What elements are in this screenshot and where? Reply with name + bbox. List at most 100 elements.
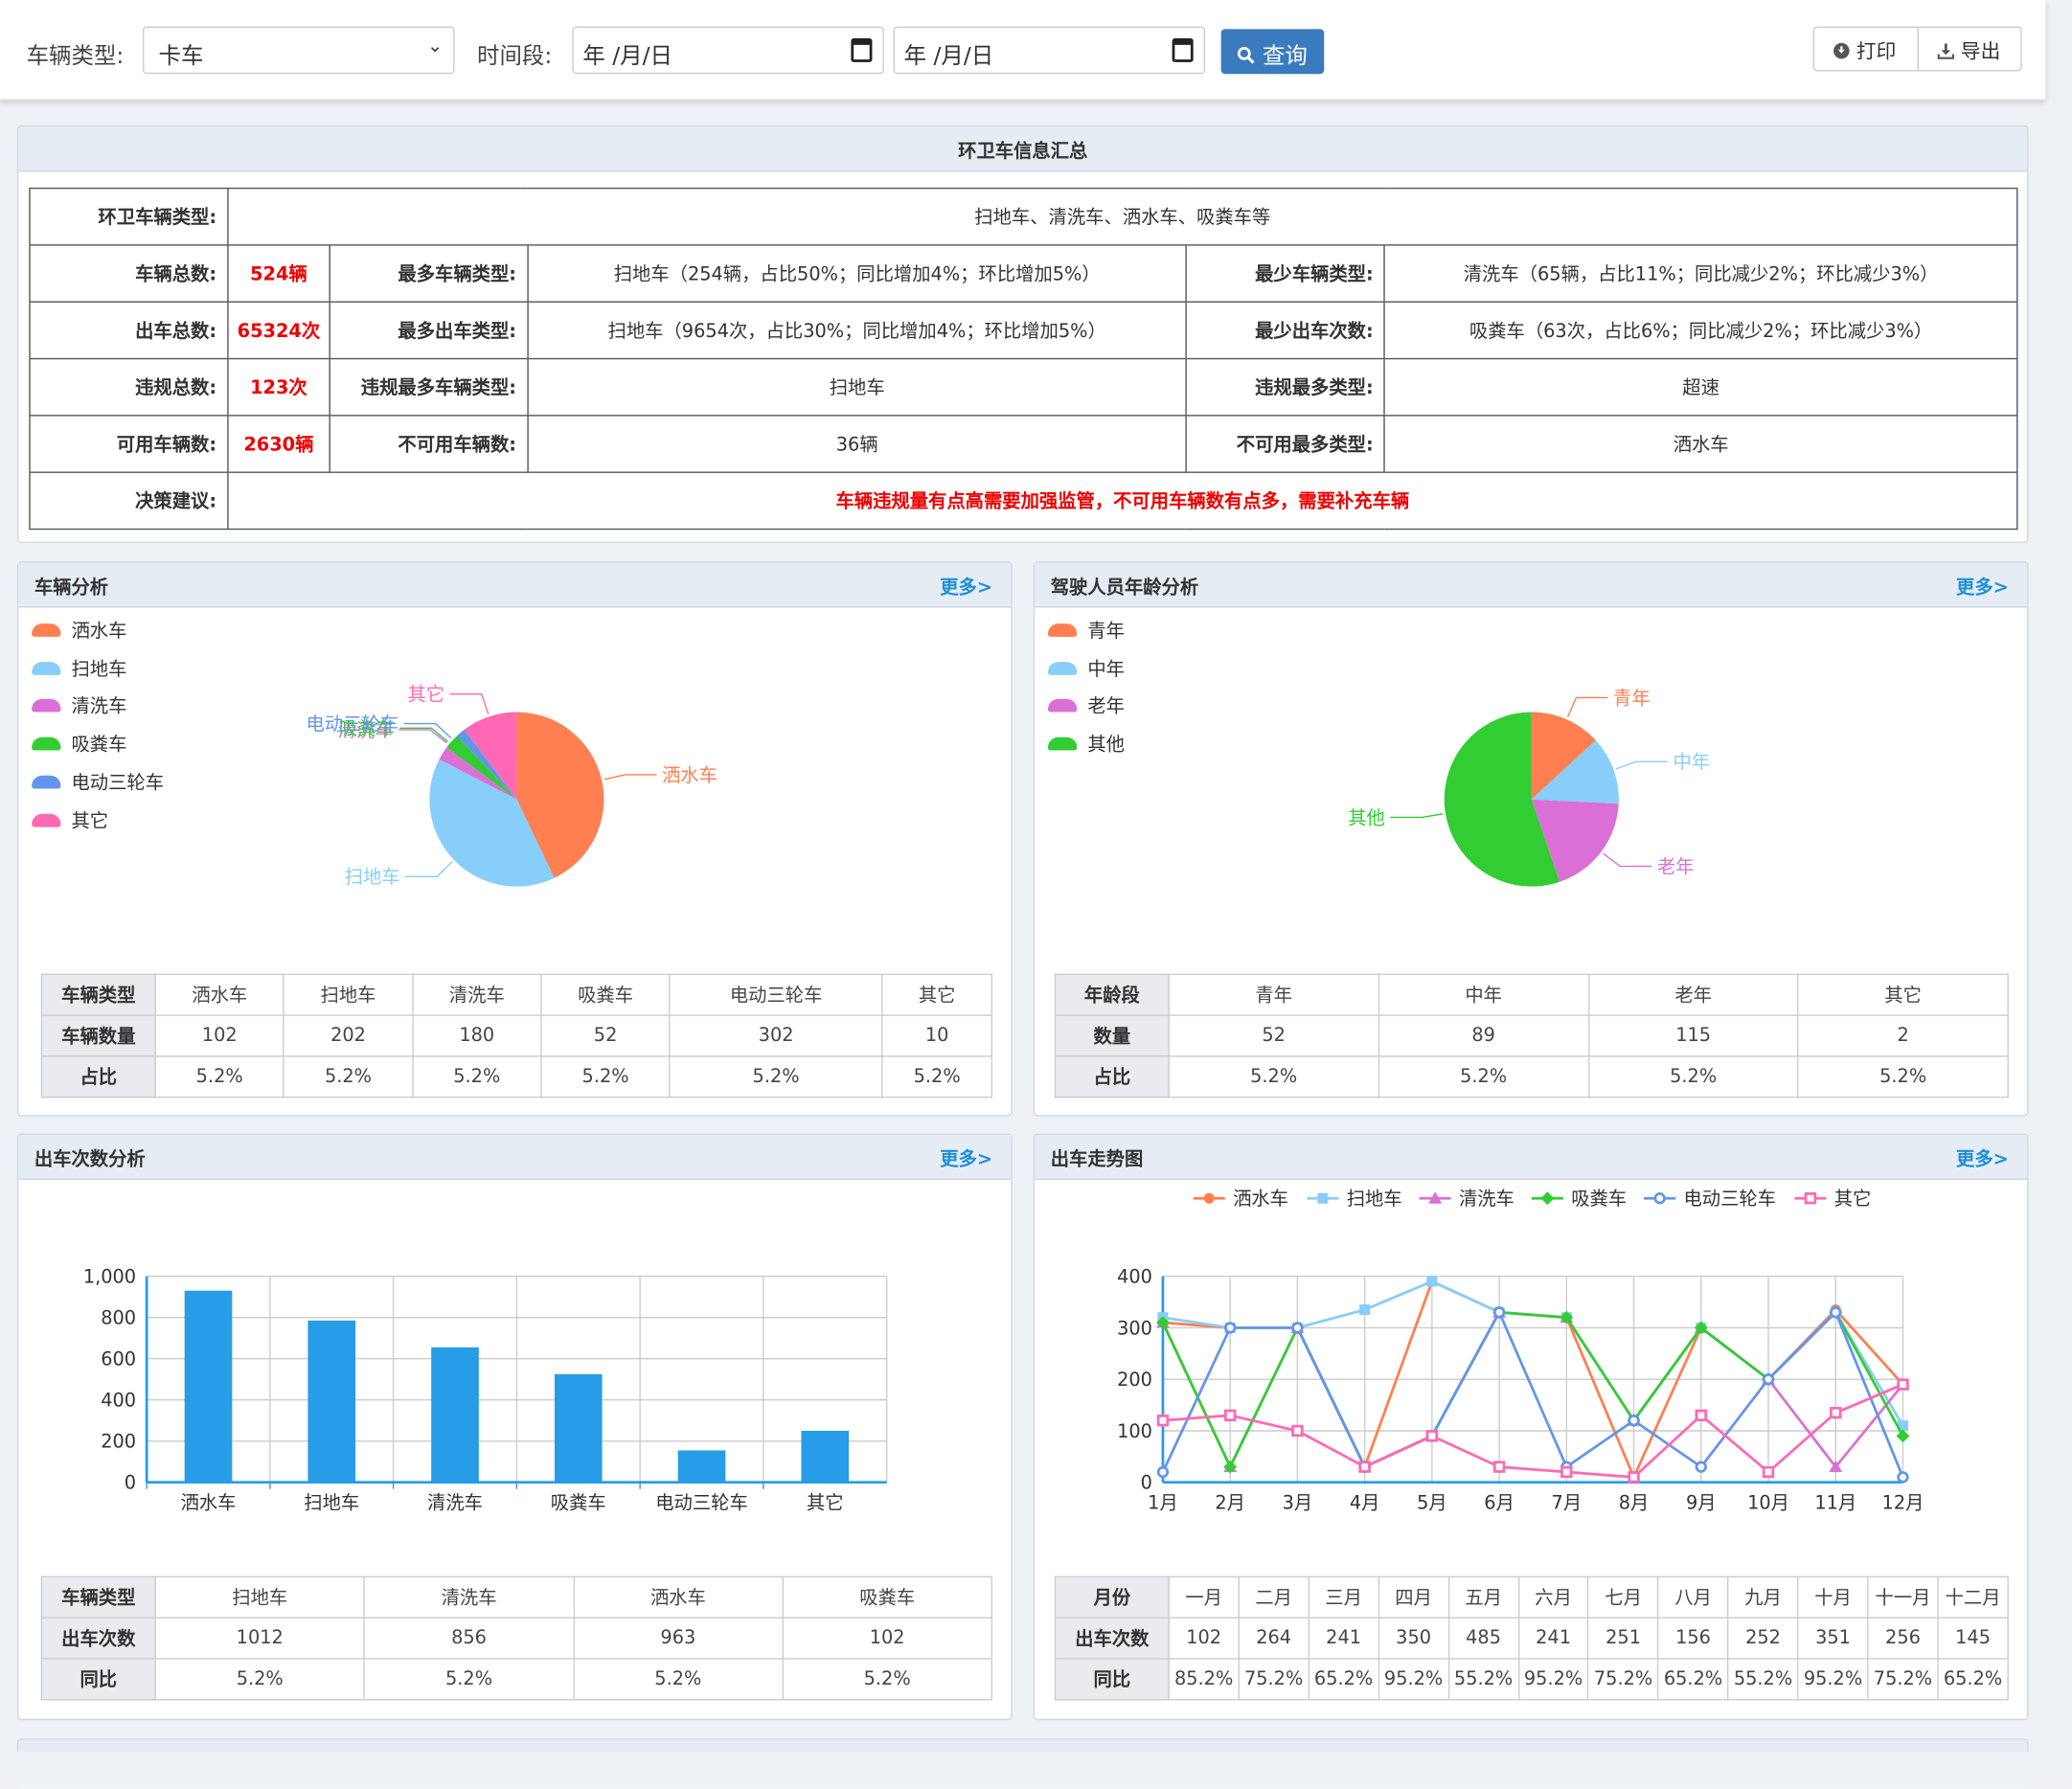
legend-label: 洒水车 <box>71 621 127 643</box>
table-cell: 85.2% <box>1168 1658 1240 1701</box>
table-cell: 241 <box>1308 1617 1379 1660</box>
pie-slice <box>439 747 517 800</box>
legend-label: 吸粪车 <box>71 735 127 757</box>
end-date-input[interactable]: 年 /月/日 <box>893 26 1206 75</box>
table-cell: 256 <box>1867 1617 1939 1660</box>
table-row: 占比 5.2% 5.2% 5.2% 5.2% <box>1054 1055 2009 1098</box>
x-tick-label: 7月 <box>1552 1491 1582 1513</box>
available-vehicles-key: 可用车辆数: <box>29 415 229 473</box>
x-tick-label: 4月 <box>1350 1491 1380 1513</box>
row-header-cell: 车辆数量 <box>40 1014 156 1057</box>
query-button[interactable]: 查询 <box>1220 29 1325 75</box>
data-point <box>1540 1191 1555 1206</box>
legend-item: 清洗车 <box>1419 1188 1514 1210</box>
calendar-icon[interactable] <box>851 38 873 62</box>
table-cell: 青年 <box>1168 973 1379 1016</box>
table-row: 车辆数量 102 202 180 52 302 10 <box>40 1014 993 1057</box>
pie-slice <box>1444 712 1560 887</box>
vehicle-type-label: 车辆类型: <box>26 43 125 71</box>
legend-item[interactable]: 吸粪车 <box>32 731 126 758</box>
x-tick-label: 6月 <box>1484 1491 1514 1513</box>
data-point <box>1897 1471 1909 1483</box>
vehicle-type-select[interactable]: 卡车 ⌄ <box>142 26 455 75</box>
more-link[interactable]: 更多> <box>1956 1149 2009 1171</box>
table-row: 环卫车辆类型: 扫地车、清洗车、洒水车、吸粪车等 <box>29 187 2018 246</box>
age-analysis-panel: 驾驶人员年龄分析 更多> 青年 中年 老年 其他 青年 中年 老年 其他 年龄段 青年 中年 老年… <box>1033 561 2029 1117</box>
panel-title: 驾驶人员年龄分析 <box>1050 577 1199 599</box>
x-tick-label: 2月 <box>1215 1491 1245 1513</box>
legend-item[interactable]: 青年 <box>1047 617 1125 644</box>
y-tick-label: 1,000 <box>83 1265 136 1287</box>
table-cell: 102 <box>154 1014 285 1057</box>
trips-data-table: 车辆类型 扫地车 清洗车 洒水车 吸粪车 出车次数 1012 856 963 102 同比 5.2% 5… <box>40 1575 993 1701</box>
table-cell: 156 <box>1657 1617 1729 1660</box>
total-violations-key: 违规总数: <box>29 357 229 417</box>
decision-value: 车辆违规量有点高需要加强监管，不可用车辆数有点多，需要补充车辆 <box>227 471 2018 531</box>
trend-line-chart: 0 100 200 300 400 1月 2月 3月 4月 5月 6月 7月 8月 9月 10月 11月 12月… <box>1117 1188 1924 1513</box>
table-cell: 351 <box>1797 1617 1869 1660</box>
table-cell: 65.2% <box>1308 1658 1379 1701</box>
pie-label: 其它 <box>407 684 444 706</box>
x-tick-label: 吸粪车 <box>551 1491 606 1513</box>
legend-item[interactable]: 老年 <box>1047 692 1125 719</box>
legend-swatch <box>32 736 61 751</box>
y-tick-label: 600 <box>101 1348 136 1370</box>
table-cell: 52 <box>1168 1014 1379 1057</box>
least-vehicle-type-key: 最少车辆类型: <box>1185 244 1386 303</box>
start-date-input[interactable]: 年 /月/日 <box>572 26 884 75</box>
bar <box>431 1347 479 1483</box>
y-tick-label: 100 <box>1117 1420 1152 1442</box>
pie-label: 扫地车 <box>345 866 400 888</box>
table-cell: 963 <box>573 1617 784 1660</box>
pie-label: 青年 <box>1613 687 1651 709</box>
table-cell: 55.2% <box>1447 1658 1519 1701</box>
data-point <box>1762 1372 1775 1386</box>
legend-label: 电动三轮车 <box>1683 1188 1776 1210</box>
y-tick-label: 400 <box>101 1390 136 1412</box>
table-cell: 102 <box>782 1617 993 1660</box>
legend-item: 洒水车 <box>1193 1188 1288 1210</box>
total-vehicles-key: 车辆总数: <box>29 244 229 303</box>
vehicle-panel-header: 车辆分析 更多> <box>18 562 1012 608</box>
legend-item[interactable]: 中年 <box>1047 655 1125 682</box>
legend-item[interactable]: 电动三轮车 <box>32 769 164 796</box>
table-cell: 老年 <box>1587 973 1799 1016</box>
data-point <box>1156 1465 1170 1479</box>
pie-label: 老年 <box>1657 855 1695 877</box>
trend-data-table: 月份 一月 二月 三月 四月 五月 六月 七月 八月 九月 十月 十一月 十二月 出车次数 102 264 24… <box>1054 1575 2009 1701</box>
legend-item[interactable]: 洒水车 <box>32 617 126 644</box>
table-cell: 清洗车 <box>411 973 542 1016</box>
more-link[interactable]: 更多> <box>1956 577 2009 599</box>
vehicle-data-table: 车辆类型 洒水车 扫地车 清洗车 吸粪车 电动三轮车 其它 车辆数量 102 202 180 52 30… <box>40 973 993 1098</box>
y-tick-label: 400 <box>1117 1265 1152 1287</box>
legend-item[interactable]: 扫地车 <box>32 655 126 682</box>
data-point <box>1428 1191 1443 1204</box>
table-cell: 其它 <box>881 973 993 1016</box>
pie-label: 清洗车 <box>338 719 394 741</box>
table-cell: 八月 <box>1657 1575 1729 1619</box>
filter-toolbar: 车辆类型: 卡车 ⌄ 时间段: 年 /月/日 年 /月/日 查询 打印 导出 <box>0 0 2046 101</box>
panel-title: 出车走势图 <box>1050 1149 1144 1171</box>
row-header-cell: 月份 <box>1054 1575 1170 1619</box>
data-point <box>1628 1415 1640 1427</box>
y-tick-label: 200 <box>1117 1369 1152 1391</box>
more-link[interactable]: 更多> <box>940 1149 993 1171</box>
more-link[interactable]: 更多> <box>940 577 993 599</box>
table-cell: 一月 <box>1168 1575 1240 1619</box>
most-unavailable-type-key: 不可用最多类型: <box>1185 415 1386 473</box>
print-button[interactable]: 打印 <box>1812 26 1920 72</box>
legend-item[interactable]: 清洗车 <box>32 692 126 719</box>
row-header-cell: 同比 <box>40 1658 156 1701</box>
table-cell: 五月 <box>1447 1575 1519 1619</box>
data-point <box>1203 1192 1215 1204</box>
table-cell: 65.2% <box>1937 1658 2009 1701</box>
legend-item[interactable]: 其它 <box>32 806 108 833</box>
table-row: 同比 5.2% 5.2% 5.2% 5.2% <box>40 1658 993 1701</box>
legend-item[interactable]: 其他 <box>1047 731 1125 758</box>
export-button[interactable]: 导出 <box>1917 26 2022 72</box>
calendar-icon[interactable] <box>1172 38 1194 62</box>
table-cell: 2 <box>1797 1014 2009 1057</box>
data-point <box>1804 1191 1817 1205</box>
